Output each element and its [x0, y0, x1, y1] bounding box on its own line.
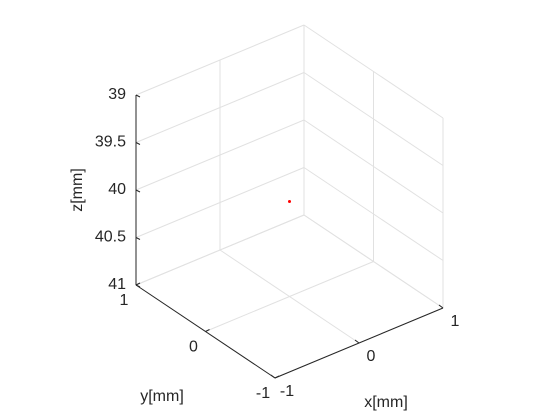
x-tick — [354, 339, 360, 344]
point — [288, 200, 291, 203]
z-axis-label: z[mm] — [69, 168, 86, 212]
grid-line — [205, 261, 374, 332]
z-tick-label: 41 — [108, 276, 126, 293]
grid-line — [303, 24, 444, 119]
z-tick-label: 39.5 — [95, 134, 126, 151]
z-tick — [135, 284, 141, 288]
y-tick-label: 0 — [189, 339, 198, 356]
z-tick-label: 39 — [108, 86, 126, 103]
grid-line — [135, 119, 305, 191]
grid-line — [303, 167, 444, 261]
y-tick — [274, 375, 280, 379]
grid-line — [303, 214, 444, 309]
grid-line — [135, 167, 305, 238]
y-tick-label: -1 — [256, 385, 270, 402]
x-tick — [438, 304, 444, 309]
grid-line — [135, 72, 305, 143]
y-tick — [135, 282, 141, 286]
grid-line — [135, 24, 305, 96]
z-tick — [135, 142, 141, 145]
x-tick-label: 1 — [451, 313, 460, 330]
grid-line — [303, 119, 444, 214]
y-tick-label: 1 — [120, 292, 129, 309]
grid-line — [135, 214, 305, 286]
z-tick — [135, 94, 141, 98]
x-tick-label: 0 — [367, 348, 376, 365]
grid-line — [303, 72, 444, 166]
y-axis-label: y[mm] — [140, 388, 184, 405]
z-tick-label: 40.5 — [95, 229, 126, 246]
z-tick — [135, 189, 141, 193]
x-tick — [270, 374, 276, 379]
x-tick-label: -1 — [280, 383, 294, 400]
x-axis-label: x[mm] — [364, 394, 408, 411]
z-tick — [135, 237, 141, 240]
y-tick — [205, 329, 210, 332]
z-tick-label: 40 — [108, 181, 126, 198]
